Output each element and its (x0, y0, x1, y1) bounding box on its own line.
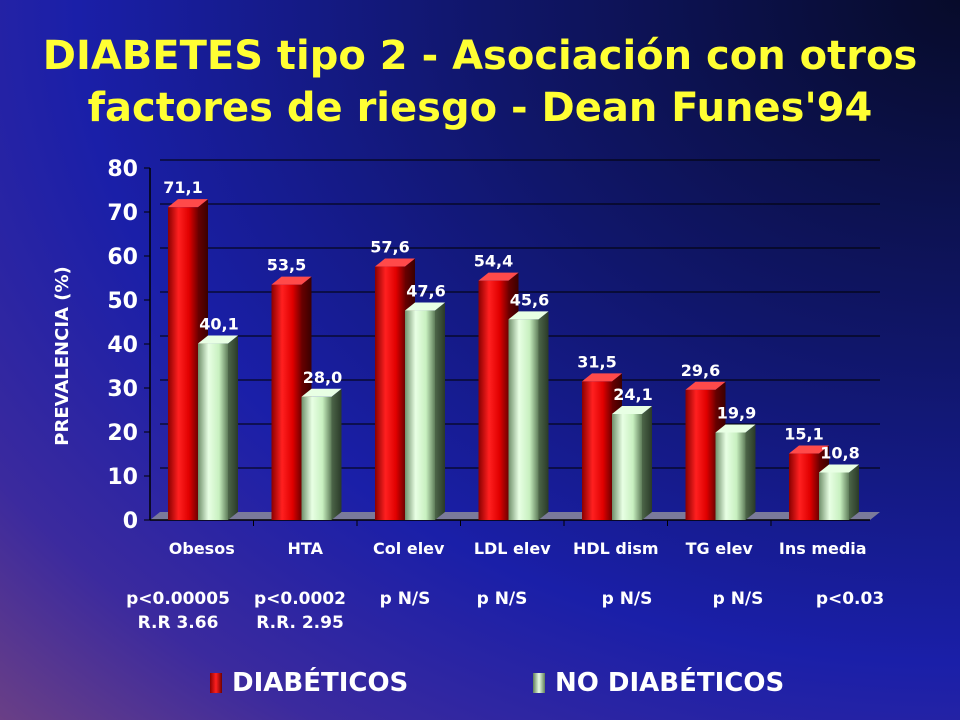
p-value-annotation-0: p<0.00005 R.R 3.66 (108, 587, 248, 635)
x-tick-label-2: Col elev (373, 539, 445, 558)
x-tick-label-4: HDL dism (573, 539, 659, 558)
y-tick-label-70: 70 (107, 201, 138, 226)
data-label-diabeticos-2: 57,6 (370, 238, 409, 257)
y-axis-label: PREVALENCIA (%) (52, 266, 73, 445)
legend-item-diabeticos: DIABÉTICOS (210, 668, 408, 698)
data-label-no-diabeticos-6: 10,8 (820, 443, 859, 462)
legend-item-no-diabeticos: NO DIABÉTICOS (533, 668, 784, 698)
p-value-line: p N/S (712, 589, 764, 609)
x-tick-label-1: HTA (288, 539, 324, 558)
bar-no-diabeticos-5 (715, 424, 756, 520)
p-value-annotation-5: p N/S (668, 587, 808, 611)
data-label-diabeticos-1: 53,5 (267, 256, 306, 275)
x-tick-label-5: TG elev (686, 539, 754, 558)
data-label-diabeticos-4: 31,5 (577, 352, 616, 371)
y-tick-label-60: 60 (107, 245, 138, 270)
data-label-no-diabeticos-1: 28,0 (303, 368, 342, 387)
data-label-no-diabeticos-3: 45,6 (510, 290, 549, 309)
data-label-no-diabeticos-2: 47,6 (406, 282, 445, 301)
bar-no-diabeticos-1 (301, 388, 342, 520)
p-value-annotation-2: p N/S (335, 587, 475, 611)
y-tick-label-40: 40 (107, 333, 138, 358)
bar-no-diabeticos-2 (405, 302, 445, 520)
p-value-annotation-4: p N/S (557, 587, 697, 611)
legend-label-diabeticos: DIABÉTICOS (232, 668, 409, 698)
y-tick-label-50: 50 (107, 289, 138, 314)
p-value-line: p<0.0002 (253, 589, 346, 609)
data-label-diabeticos-5: 29,6 (681, 361, 720, 380)
legend: DIABÉTICOS NO DIABÉTICOS (0, 668, 960, 708)
p-value-annotation-6: p<0.03 (780, 587, 920, 611)
data-label-no-diabeticos-5: 19,9 (717, 403, 756, 422)
y-tick-label-0: 0 (123, 509, 138, 534)
p-value-line: p N/S (601, 589, 653, 609)
bar-no-diabeticos-6 (819, 464, 859, 520)
p-value-line: p N/S (379, 589, 431, 609)
p-value-line: R.R. 2.95 (256, 613, 344, 633)
p-value-line: p N/S (476, 589, 528, 609)
y-tick-label-20: 20 (107, 421, 138, 446)
p-value-annotation-1: p<0.0002 R.R. 2.95 (230, 587, 370, 635)
bar-no-diabeticos-0 (198, 335, 238, 520)
p-value-line: p<0.00005 (126, 589, 230, 609)
legend-swatch-diabeticos (210, 673, 222, 693)
data-label-no-diabeticos-0: 40,1 (199, 315, 238, 334)
chart-title-line-1: DIABETES tipo 2 - Asociación con otros (42, 33, 918, 79)
chart-title: DIABETES tipo 2 - Asociación con otros f… (0, 30, 960, 134)
p-value-annotation-3: p N/S (432, 587, 572, 611)
legend-label-no-diabeticos: NO DIABÉTICOS (555, 668, 785, 698)
bar-no-diabeticos-3 (508, 311, 549, 520)
data-label-diabeticos-6: 15,1 (784, 425, 823, 444)
bar-diabeticos-1 (271, 276, 312, 520)
data-label-no-diabeticos-4: 24,1 (613, 385, 652, 404)
data-label-diabeticos-0: 71,1 (163, 178, 202, 197)
p-value-line: R.R 3.66 (137, 613, 219, 633)
chart-title-line-2: factores de riesgo - Dean Funes'94 (87, 85, 873, 131)
x-tick-label-0: Obesos (169, 539, 235, 558)
bar-diabeticos-0 (168, 199, 208, 520)
bar-no-diabeticos-4 (612, 405, 652, 520)
y-tick-label-10: 10 (107, 465, 138, 490)
y-tick-label-30: 30 (107, 377, 138, 402)
x-tick-label-3: LDL elev (474, 539, 551, 558)
legend-swatch-no-diabeticos (533, 673, 545, 693)
data-label-diabeticos-3: 54,4 (474, 252, 513, 271)
p-value-line: p<0.03 (815, 589, 885, 609)
y-tick-label-80: 80 (107, 157, 138, 182)
x-tick-label-6: Ins media (779, 539, 867, 558)
